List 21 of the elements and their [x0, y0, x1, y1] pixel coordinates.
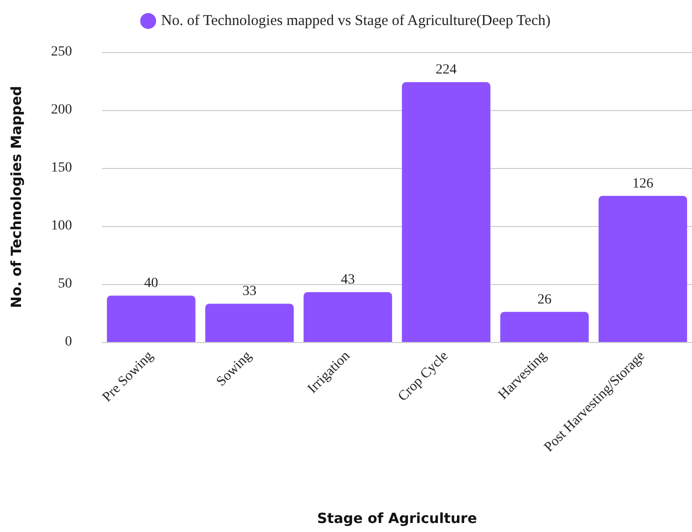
y-tick-label: 0: [65, 334, 72, 350]
y-axis-title: No. of Technologies Mapped: [9, 86, 25, 308]
bar: [205, 304, 294, 342]
data-label: 33: [242, 284, 256, 300]
data-label: 224: [436, 62, 457, 78]
y-tick-label: 150: [51, 160, 72, 176]
y-tick-label: 200: [51, 102, 72, 118]
bar: [106, 296, 196, 342]
bar: [598, 196, 688, 342]
data-label: 26: [538, 292, 552, 308]
y-tick-label: 250: [51, 44, 72, 60]
bar: [402, 82, 490, 342]
bar: [304, 292, 392, 342]
data-label: 43: [340, 272, 355, 288]
legend-label: No. of Technologies mapped vs Stage of Agriculture(Deep Tech): [161, 13, 550, 29]
y-tick-label: 50: [58, 276, 72, 292]
x-axis-title: Stage of Agriculture: [317, 511, 477, 527]
data-label: 40: [144, 276, 158, 292]
bar: [500, 312, 589, 342]
y-tick-label: 100: [51, 218, 72, 234]
data-label: 126: [632, 176, 654, 192]
